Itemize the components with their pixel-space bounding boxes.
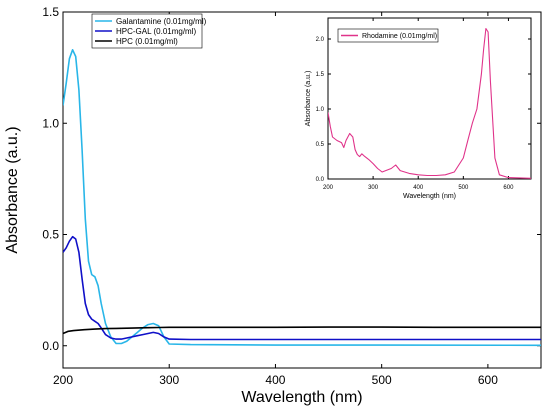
x-axis-label-1: Wavelength (nm) — [403, 193, 456, 200]
series-line-1-0 — [328, 27, 531, 179]
legend-label-0-1: HPC-GAL (0.01mg/ml) — [116, 27, 197, 36]
y-tick-label-1-2: 1.0 — [316, 107, 325, 113]
x-tick-label-1-4: 600 — [503, 185, 514, 191]
y-tick-label-1-1: 0.5 — [316, 142, 325, 148]
y-tick-label-0-2: 1.0 — [42, 116, 59, 130]
x-tick-label-0-3: 500 — [372, 373, 392, 387]
inset-plot: 200 300 400 500 600 0.0 0.5 1.0 1.5 2.0 Wavelength… — [305, 17, 532, 200]
x-tick-label-1-3: 500 — [458, 185, 469, 191]
y-axis-label-1: Absorbance (a.u.) — [305, 71, 312, 127]
x-tick-label-1-2: 400 — [413, 185, 424, 191]
legend-0: Galantamine (0.01mg/ml)HPC-GAL (0.01mg/m… — [91, 13, 207, 49]
x-tick-label-1-0: 200 — [323, 185, 334, 191]
x-tick-label-0-1: 300 — [159, 373, 179, 387]
y-tick-label-0-1: 0.5 — [42, 228, 59, 242]
legend-label-0-2: HPC (0.01mg/ml) — [116, 37, 178, 46]
plot-frame-1 — [327, 17, 532, 180]
main-plot: 200 300 400 500 600 0.0 0.5 1.0 1.5 Wavelength (n… — [4, 5, 542, 406]
legend-box-1 — [337, 28, 439, 43]
y-tick-label-0-0: 0.0 — [42, 339, 59, 353]
legend-1: Rhodamine (0.01mg/ml) — [337, 28, 439, 43]
legend-label-0-0: Galantamine (0.01mg/ml) — [116, 17, 207, 26]
series-line-0-1 — [63, 235, 541, 341]
series-line-0-2 — [63, 326, 541, 335]
x-tick-label-1-1: 300 — [368, 185, 379, 191]
x-tick-label-0-2: 400 — [265, 373, 285, 387]
series-line-0-0 — [63, 48, 541, 347]
y-tick-label-1-4: 2.0 — [316, 37, 325, 43]
legend-box-0 — [91, 13, 203, 49]
y-axis-label-0: Absorbance (a.u.) — [4, 126, 21, 253]
y-tick-label-1-0: 0.0 — [316, 177, 325, 183]
x-axis-label-0: Wavelength (nm) — [241, 389, 362, 406]
legend-label-1-0: Rhodamine (0.01mg/ml) — [362, 33, 437, 40]
y-tick-label-1-3: 1.5 — [316, 72, 325, 78]
x-tick-label-0-0: 200 — [53, 373, 73, 387]
y-tick-label-0-3: 1.5 — [42, 5, 59, 19]
plot-frame-0 — [62, 11, 542, 369]
x-tick-label-0-4: 600 — [478, 373, 498, 387]
